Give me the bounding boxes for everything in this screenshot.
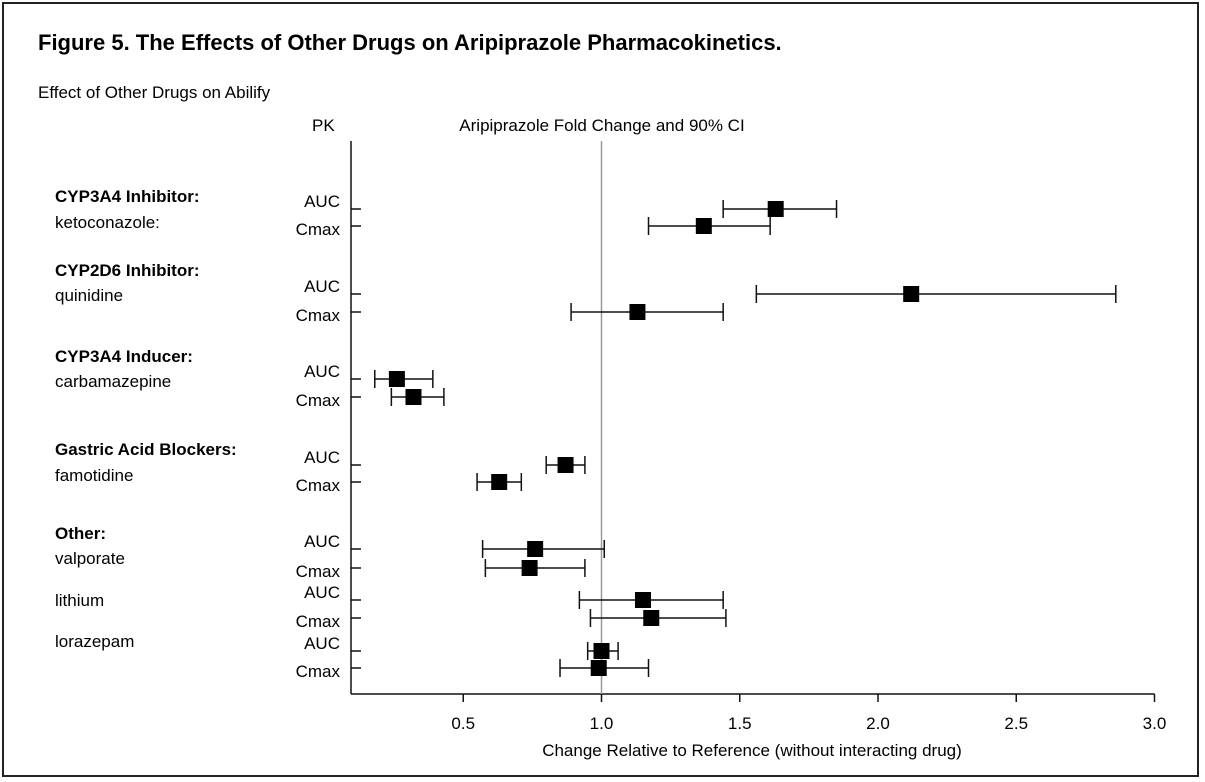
pk-label: Cmax [296, 662, 341, 681]
point-estimate [388, 371, 405, 387]
pk-label: Cmax [296, 476, 341, 495]
point-estimate [767, 201, 784, 217]
point-estimate [593, 643, 610, 659]
pk-label: AUC [304, 192, 340, 211]
drug-label: ketoconazole: [55, 213, 160, 232]
drug-label: famotidine [55, 466, 133, 485]
point-estimate [590, 660, 607, 676]
point-estimate [903, 286, 920, 302]
group-label: CYP3A4 Inhibitor: [55, 187, 200, 206]
point-estimate [557, 457, 574, 473]
pk-label: AUC [304, 583, 340, 602]
chart-subtitle: Effect of Other Drugs on Abilify [38, 83, 271, 102]
group-label: Gastric Acid Blockers: [55, 440, 237, 459]
point-estimate [643, 610, 660, 626]
pk-label: AUC [304, 532, 340, 551]
point-estimate [629, 304, 646, 320]
x-tick-label: 1.5 [728, 714, 752, 733]
data-marks [374, 200, 1117, 677]
x-tick-label: 2.0 [866, 714, 890, 733]
pk-label: Cmax [296, 306, 341, 325]
axes: 0.5 1.0 1.5 2.0 2.5 3.0 [350, 141, 1167, 733]
chart-title: Figure 5. The Effects of Other Drugs on … [38, 30, 782, 55]
point-estimate [491, 474, 508, 490]
pk-label: AUC [304, 448, 340, 467]
point-estimate [521, 560, 538, 576]
group-label: Other: [55, 524, 106, 543]
drug-label: quinidine [55, 286, 123, 305]
group-label: CYP3A4 Inducer: [55, 347, 193, 366]
x-tick-label: 0.5 [451, 714, 475, 733]
x-axis-label: Change Relative to Reference (without in… [542, 741, 962, 760]
drug-label: lorazepam [55, 632, 134, 651]
x-tick-label: 3.0 [1143, 714, 1167, 733]
row-labels: CYP3A4 Inhibitor: ketoconazole: AUC Cmax CYP… [55, 187, 340, 681]
point-estimate [405, 389, 422, 405]
drug-label: valporate [55, 549, 125, 568]
x-tick-label: 2.5 [1004, 714, 1028, 733]
point-estimate [634, 592, 651, 608]
x-tick-label: 1.0 [590, 714, 614, 733]
pk-label: Cmax [296, 220, 341, 239]
pk-label: Cmax [296, 612, 341, 631]
pk-label: AUC [304, 277, 340, 296]
pk-label: AUC [304, 362, 340, 381]
ci-column-header: Aripiprazole Fold Change and 90% CI [459, 116, 744, 135]
pk-column-header: PK [312, 116, 335, 135]
pk-label: AUC [304, 634, 340, 653]
point-estimate [527, 541, 544, 557]
drug-label: lithium [55, 591, 104, 610]
pk-label: Cmax [296, 562, 341, 581]
point-estimate [695, 218, 712, 234]
drug-label: carbamazepine [55, 372, 171, 391]
group-label: CYP2D6 Inhibitor: [55, 261, 200, 280]
pk-label: Cmax [296, 391, 341, 410]
